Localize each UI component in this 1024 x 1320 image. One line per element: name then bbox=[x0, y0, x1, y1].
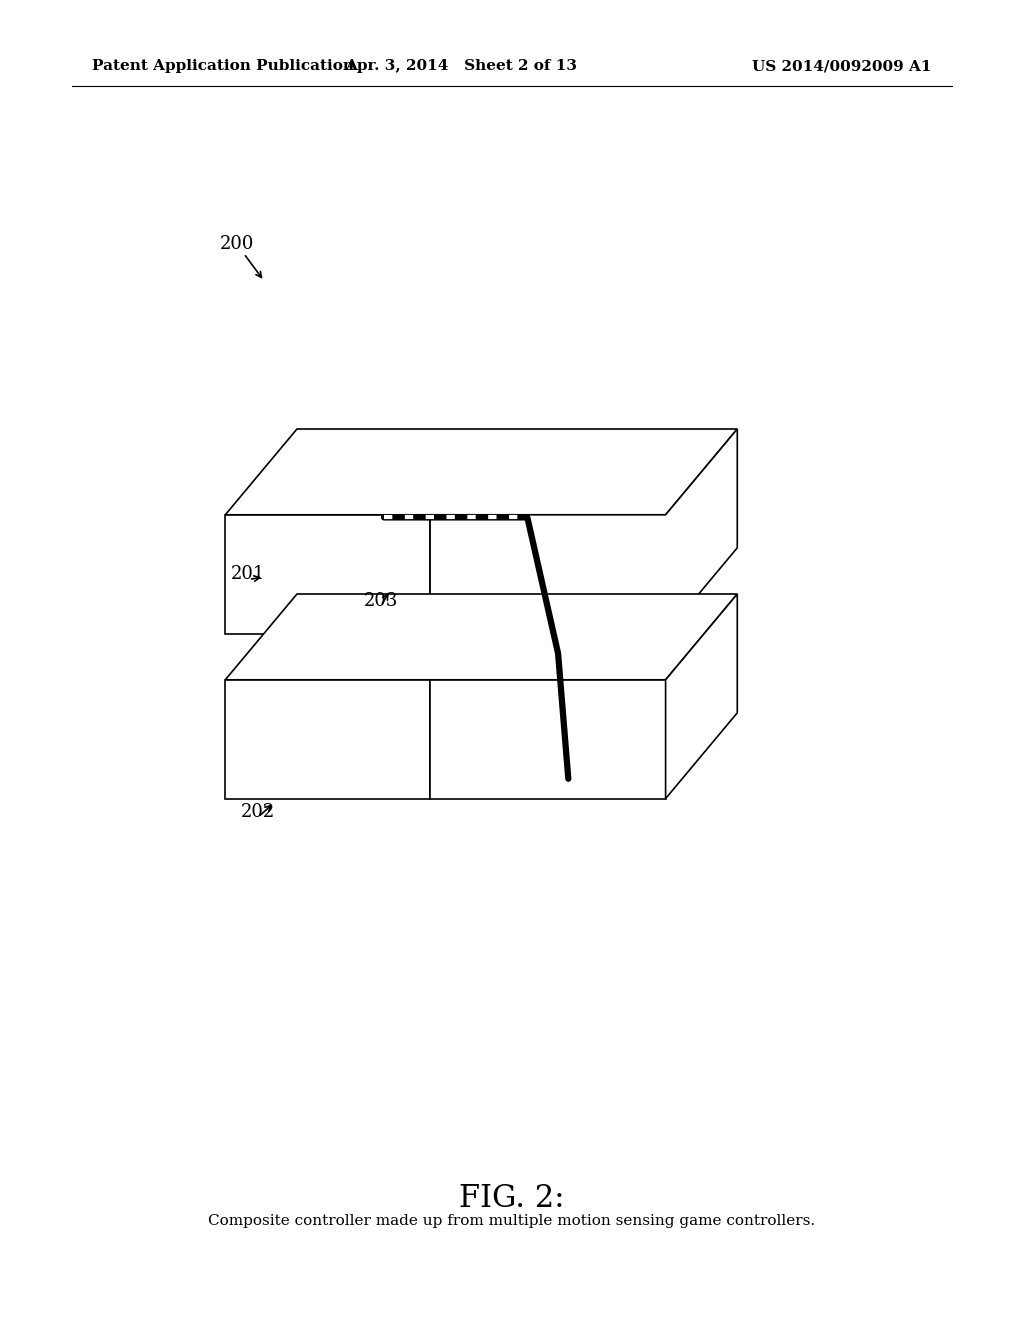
Polygon shape bbox=[225, 515, 430, 634]
Text: Composite controller made up from multiple motion sensing game controllers.: Composite controller made up from multip… bbox=[209, 1214, 815, 1228]
Text: US 2014/0092009 A1: US 2014/0092009 A1 bbox=[753, 59, 932, 74]
Polygon shape bbox=[666, 594, 737, 799]
Text: 200: 200 bbox=[220, 235, 255, 253]
Text: Patent Application Publication: Patent Application Publication bbox=[92, 59, 354, 74]
Polygon shape bbox=[430, 680, 666, 799]
Text: 203: 203 bbox=[364, 591, 398, 610]
Polygon shape bbox=[225, 594, 737, 680]
Polygon shape bbox=[225, 680, 430, 799]
Text: Apr. 3, 2014   Sheet 2 of 13: Apr. 3, 2014 Sheet 2 of 13 bbox=[345, 59, 577, 74]
Polygon shape bbox=[225, 429, 737, 515]
Text: 201: 201 bbox=[230, 565, 265, 583]
Text: 202: 202 bbox=[241, 803, 274, 821]
Text: FIG. 2:: FIG. 2: bbox=[459, 1183, 565, 1214]
Polygon shape bbox=[430, 429, 737, 634]
